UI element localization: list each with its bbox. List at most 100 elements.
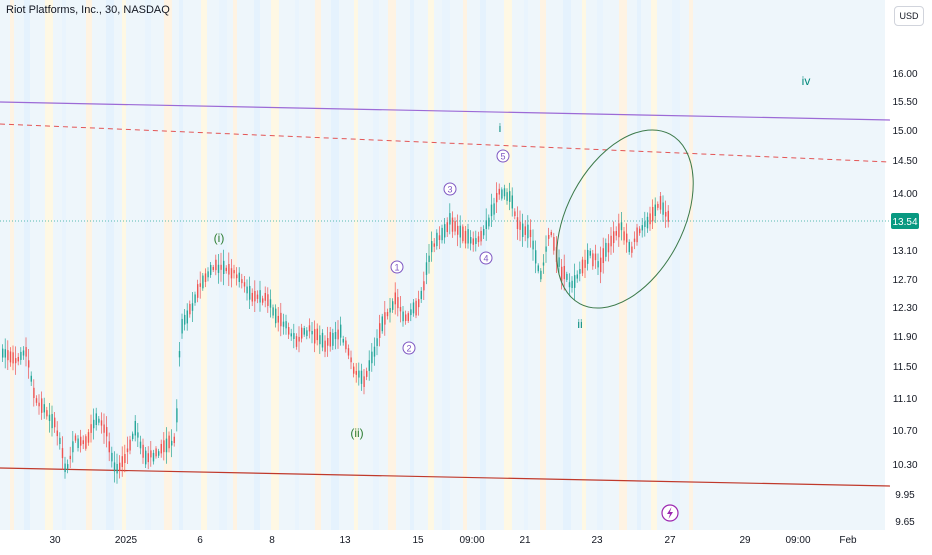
candle-body <box>394 292 396 305</box>
candle-body <box>657 203 659 208</box>
symbol-title[interactable]: Riot Platforms, Inc., 30, NASDAQ <box>6 4 170 16</box>
candle-body <box>613 231 615 244</box>
candle-body <box>116 463 118 474</box>
candle-body <box>550 232 552 236</box>
candle-body <box>311 330 313 335</box>
candle-body <box>194 294 196 303</box>
candle-body <box>168 435 170 449</box>
candle-body <box>368 360 370 371</box>
candle-body <box>236 274 238 279</box>
candle-body <box>587 249 589 264</box>
candle-body <box>202 275 204 289</box>
candle-body <box>163 440 165 453</box>
candle-body <box>646 216 649 229</box>
candle-body <box>626 233 628 243</box>
candle-body <box>566 273 568 280</box>
lower-channel-line[interactable] <box>0 467 891 487</box>
candle-body <box>514 211 516 217</box>
candle-body <box>506 192 508 201</box>
candle-body <box>353 366 355 374</box>
candle-body <box>207 271 209 278</box>
candle-body <box>272 307 274 316</box>
candle-body <box>171 440 173 446</box>
wave-marker-1: 1 <box>390 260 404 274</box>
candle-body <box>620 222 623 231</box>
candle-body <box>501 189 503 199</box>
candle-body <box>371 351 373 364</box>
candle-body <box>399 306 402 312</box>
candle-body <box>379 323 381 338</box>
candle-body <box>25 347 27 357</box>
candle-body <box>132 433 134 440</box>
candle-body <box>301 327 303 339</box>
time-tick-label: 8 <box>269 535 275 546</box>
candle-body <box>59 437 61 445</box>
candle-body <box>28 360 30 368</box>
candle-body <box>77 438 79 448</box>
candle-body <box>306 330 308 337</box>
candle-body <box>316 328 318 341</box>
candle-body <box>199 283 201 287</box>
candle-body <box>54 417 56 428</box>
wave-label-ii-minor: (ii) <box>350 426 363 440</box>
time-tick-label: Feb <box>839 535 857 546</box>
candle-body <box>189 303 191 315</box>
candle-body <box>602 248 604 264</box>
candle-body <box>561 266 563 282</box>
currency-button[interactable]: USD <box>894 6 924 26</box>
highlight-ellipse[interactable] <box>529 107 722 331</box>
candle-body <box>147 453 149 463</box>
candle-body <box>438 235 441 240</box>
candle-body <box>80 436 82 446</box>
candle-body <box>350 357 352 363</box>
candle-body <box>17 356 19 362</box>
time-tick-label: 13 <box>339 535 351 546</box>
candle-body <box>259 290 261 303</box>
candle-body <box>639 228 641 234</box>
candle-body <box>103 424 105 433</box>
candle-body <box>592 253 594 267</box>
candle-body <box>184 314 186 325</box>
price-axis[interactable]: 16.00 15.50 15.00 14.50 14.00 13.10 12.70 12.30… <box>892 69 917 528</box>
price-tick-label: 14.00 <box>892 189 917 200</box>
candle-body <box>467 229 469 244</box>
candle-body <box>251 292 253 302</box>
time-axis[interactable]: 30 2025 6 8 13 15 09:00 21 23 27 29 09:00 Feb <box>49 535 857 546</box>
wave-marker-2: 2 <box>402 341 416 355</box>
dashed-resistance-line[interactable] <box>0 123 891 163</box>
candle-body <box>366 370 368 377</box>
upper-channel-line[interactable] <box>0 101 891 121</box>
candle-body <box>262 298 264 303</box>
candle-body <box>165 438 168 453</box>
candle-body <box>444 224 446 238</box>
candle-body <box>420 290 422 300</box>
candle-body <box>321 332 324 348</box>
time-tick-label: 27 <box>664 535 676 546</box>
candle-body <box>522 223 524 238</box>
lightning-bolt-icon[interactable] <box>661 504 679 522</box>
candle-body <box>2 348 4 358</box>
candle-body <box>652 207 654 222</box>
candle-body <box>470 237 472 244</box>
candle-body <box>228 263 230 275</box>
candle-body <box>121 456 123 468</box>
candle-body <box>319 335 321 345</box>
candle-body <box>340 324 342 338</box>
candle-body <box>35 398 38 403</box>
time-tick-label: 6 <box>197 535 203 546</box>
candle-body <box>82 440 84 445</box>
candle-body <box>100 420 103 426</box>
candle-body <box>633 238 636 242</box>
time-tick-label: 09:00 <box>459 535 484 546</box>
candle-body <box>607 243 610 253</box>
candle-body <box>137 432 139 438</box>
candle-body <box>605 242 607 257</box>
price-tick-label: 16.00 <box>892 69 917 80</box>
candle-body <box>659 196 662 210</box>
price-tick-label: 12.70 <box>892 275 917 286</box>
candle-body <box>597 261 599 268</box>
candle-body <box>298 336 300 342</box>
time-tick-label: 21 <box>519 535 531 546</box>
candle-body <box>498 188 500 195</box>
